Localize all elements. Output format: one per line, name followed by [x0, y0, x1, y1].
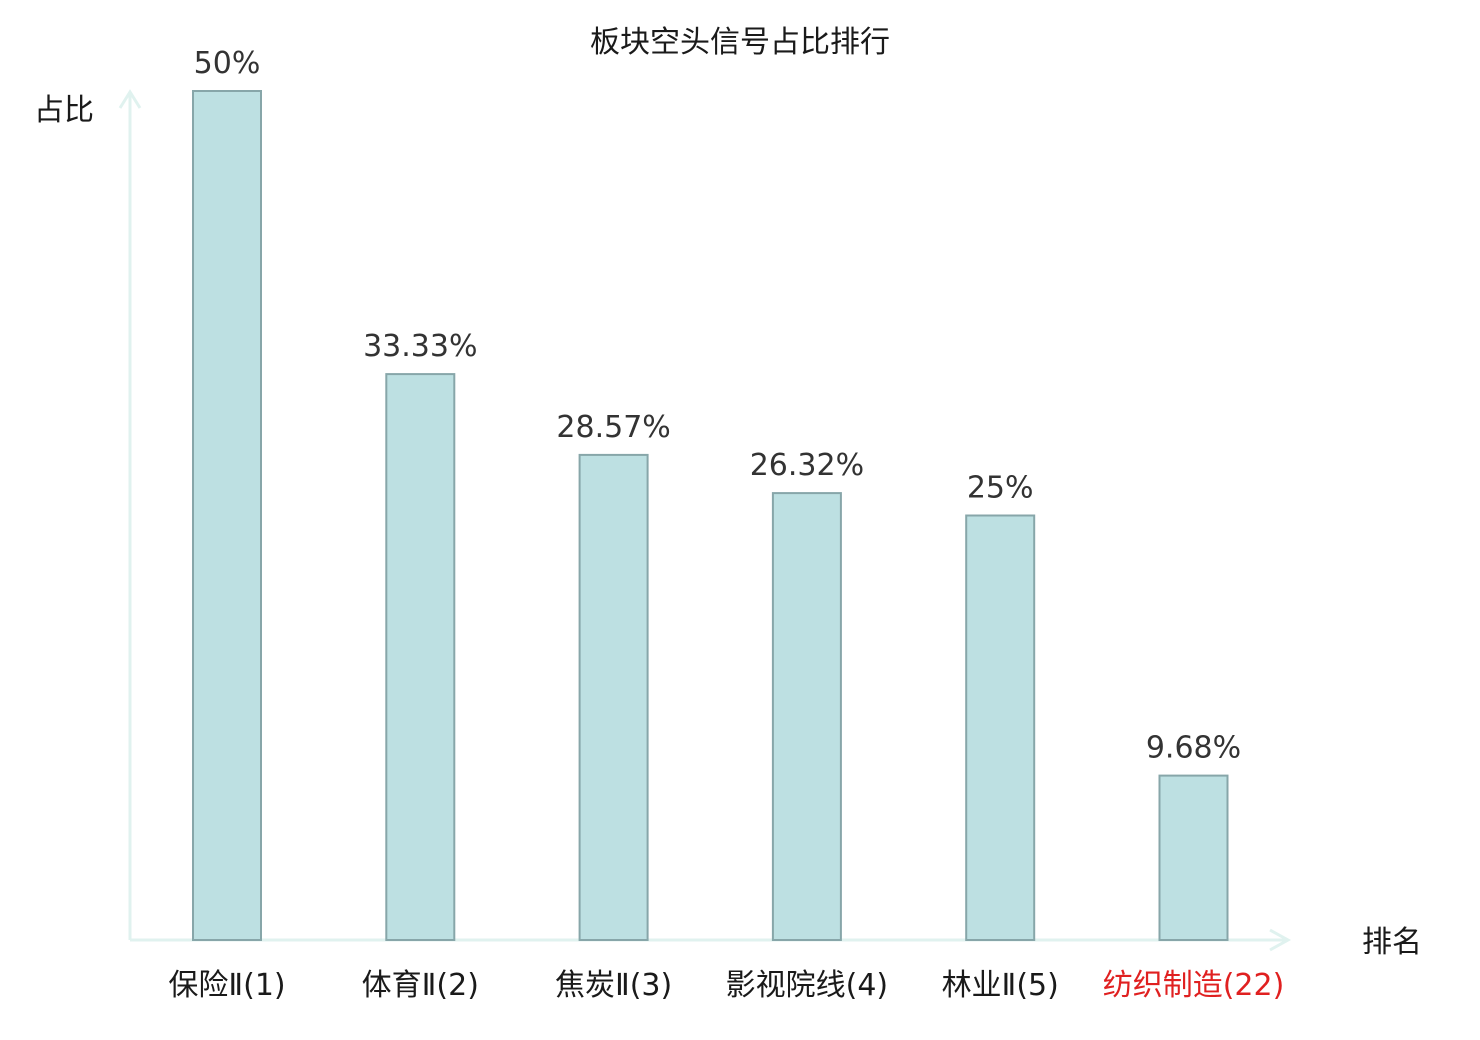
- category-label: 影视院线(4): [726, 968, 889, 1003]
- bar: [192, 90, 262, 941]
- category-label: 林业Ⅱ(5): [942, 968, 1059, 1003]
- category-label: 保险Ⅱ(1): [168, 968, 285, 1003]
- axes: [118, 89, 1292, 952]
- value-label: 25%: [967, 471, 1034, 506]
- category-labels-group: 保险Ⅱ(1) 体育Ⅱ(2) 焦炭Ⅱ(3) 影视院线(4) 林业Ⅱ(5) 纺织制造(22): [168, 968, 1284, 1003]
- x-axis-arrow: [1269, 928, 1292, 952]
- category-label-highlighted: 纺织制造(22): [1103, 968, 1285, 1003]
- value-label: 33.33%: [363, 329, 477, 364]
- value-label: 26.32%: [750, 448, 864, 483]
- bars-group: [192, 90, 1229, 942]
- x-axis-title: 排名: [1362, 925, 1422, 960]
- bar: [965, 514, 1036, 941]
- bar: [771, 492, 842, 941]
- chart-title: 板块空头信号占比排行: [590, 25, 890, 60]
- value-labels-group: 50% 33.33% 28.57% 26.32% 25% 9.68%: [194, 46, 1242, 766]
- category-label: 体育Ⅱ(2): [362, 968, 479, 1003]
- value-label: 9.68%: [1146, 731, 1241, 766]
- bar: [578, 453, 649, 941]
- category-label: 焦炭Ⅱ(3): [555, 968, 672, 1003]
- value-label: 50%: [194, 46, 261, 81]
- bar: [1158, 774, 1229, 941]
- y-axis-arrow: [118, 89, 142, 109]
- value-label: 28.57%: [556, 410, 670, 445]
- y-axis-title: 占比: [34, 93, 94, 128]
- bar: [385, 373, 456, 942]
